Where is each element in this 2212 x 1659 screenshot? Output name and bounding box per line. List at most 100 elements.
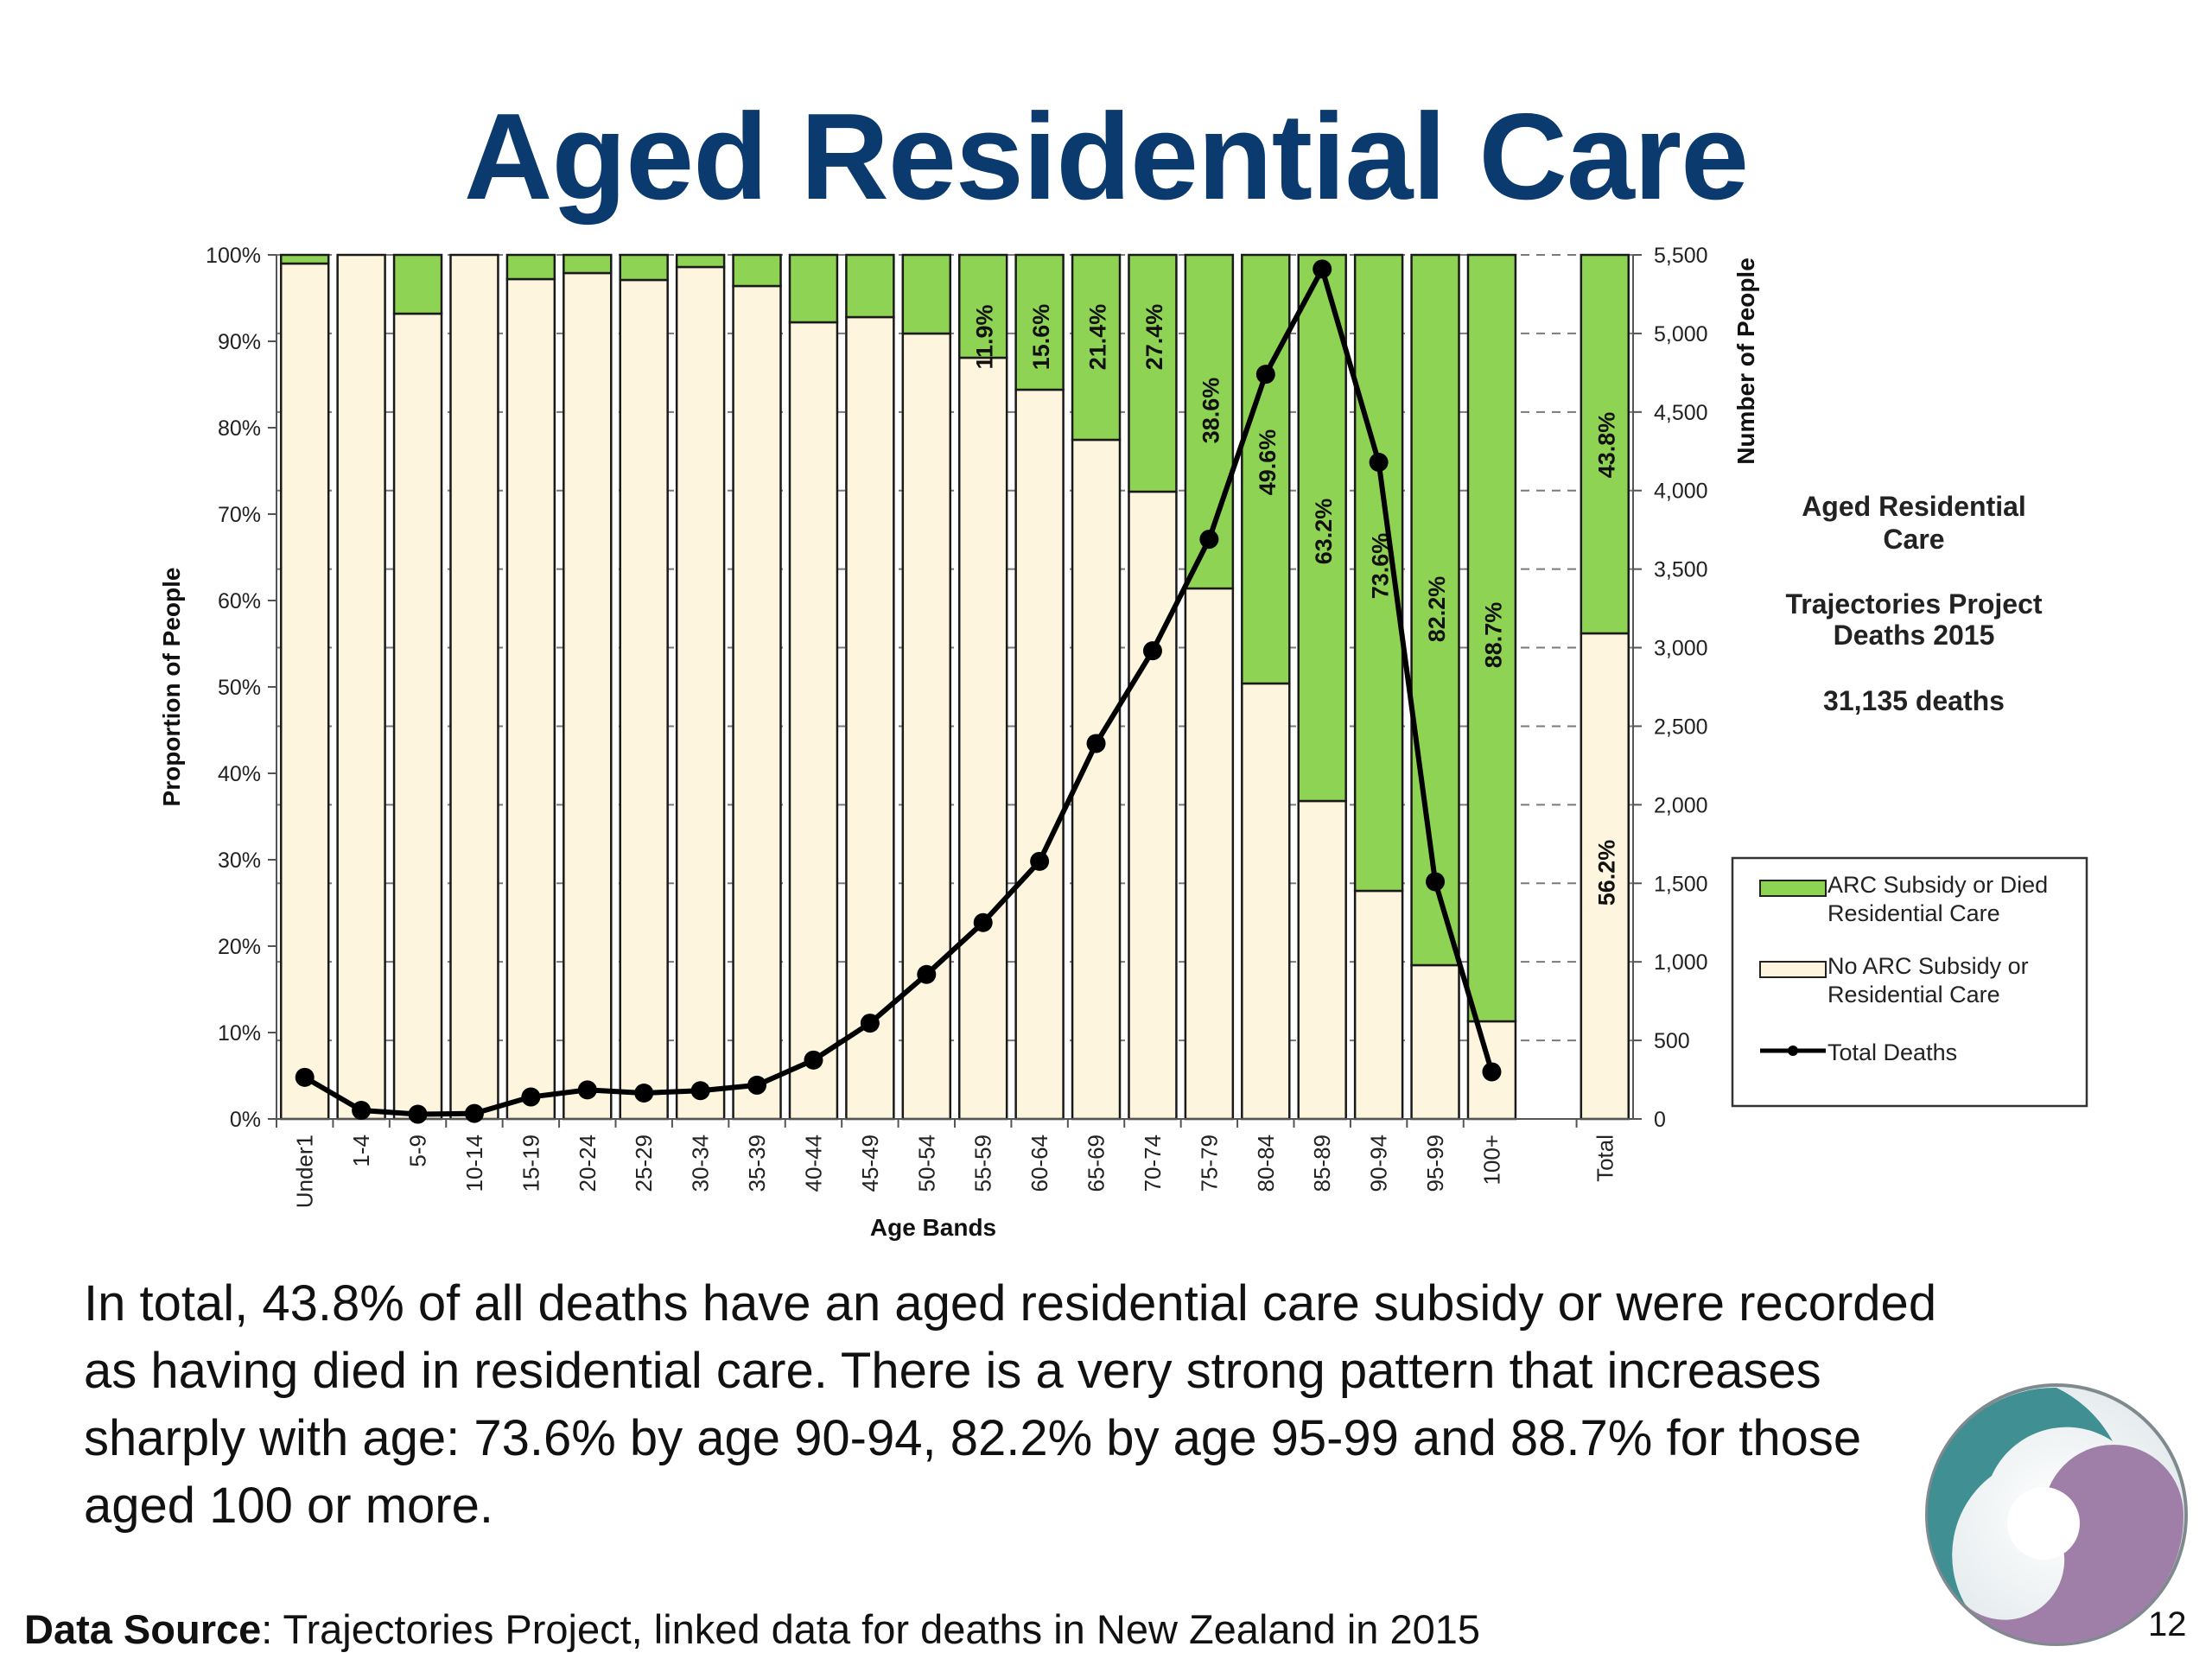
total-deaths-point: [804, 1050, 823, 1070]
y2-tick-label: 500: [1654, 1029, 1690, 1053]
bar-no-arc: [336, 253, 386, 1121]
slide-title: Aged Residential Care: [463, 88, 1749, 226]
data-source: Data Source: Trajectories Project, linke…: [24, 1605, 1480, 1653]
y-tick-label: 70%: [218, 503, 261, 527]
x-tick-label: 80-84: [1253, 1135, 1279, 1192]
bar-arc: [901, 253, 952, 335]
koru-logo-icon: [1925, 1383, 2188, 1646]
bar-no-arc: [1014, 388, 1065, 1121]
total-deaths-point: [521, 1087, 541, 1107]
x-tick-label: 45-49: [857, 1135, 883, 1192]
legend-label-no-arc: No ARC Subsidy or Residential Care: [1827, 953, 2029, 1007]
x-tick-label: 90-94: [1366, 1135, 1392, 1192]
chart-annotation-text: Trajectories Project: [1785, 588, 2042, 620]
y2-axis-title: Number of People: [1732, 257, 1759, 465]
y2-tick-label: 2,500: [1654, 715, 1708, 739]
y-tick-label: 80%: [218, 416, 261, 441]
stacked-bar-line-chart: 11.9% 15.6% 21.4% 27.4%38.6%49.6%63.2%73.6%…: [158, 244, 2088, 1241]
y2-tick-label: 1,000: [1654, 950, 1708, 975]
x-tick-label: 35-39: [744, 1135, 770, 1192]
x-axis-title: Age Bands: [870, 1214, 996, 1241]
legend-label-arc: ARC Subsidy or Died Residential Care: [1827, 872, 2048, 926]
legend-label-line: Total Deaths: [1827, 1039, 1957, 1065]
x-tick-label: 55-59: [970, 1135, 996, 1192]
x-tick-label: 5-9: [405, 1135, 431, 1167]
y2-tick-label: 3,500: [1654, 558, 1708, 582]
bar-no-arc: [563, 271, 613, 1121]
total-deaths-point: [1030, 851, 1050, 871]
bar-no-arc: [1580, 632, 1630, 1121]
x-tick-label: 25-29: [631, 1135, 657, 1192]
bar-arc: [1128, 253, 1178, 493]
y2-tick-label: 2,000: [1654, 793, 1708, 817]
y-tick-label: 30%: [218, 849, 261, 873]
bar-arc: [675, 253, 726, 269]
bar-arc: [392, 253, 443, 315]
total-deaths-point: [1426, 872, 1446, 892]
total-deaths-point: [295, 1067, 315, 1087]
bar-arc: [279, 253, 330, 265]
x-tick-label: 85-89: [1309, 1135, 1335, 1192]
bar-no-arc: [505, 277, 556, 1121]
total-deaths-point: [690, 1081, 710, 1101]
x-tick-label: 15-19: [518, 1135, 543, 1192]
data-label-no-arc: 56.2%: [1593, 840, 1619, 906]
bar-arc: [1071, 253, 1122, 442]
bar-no-arc: [1241, 682, 1291, 1121]
total-deaths-point: [464, 1103, 484, 1123]
data-source-text: : Trajectories Project, linked data for …: [261, 1606, 1481, 1652]
data-label-arc: 88.7%: [1480, 602, 1506, 669]
chart-annotation-text: Deaths 2015: [1834, 620, 1995, 651]
total-deaths-point: [1255, 365, 1275, 385]
bar-arc: [1410, 253, 1460, 967]
x-tick-label: Total: [1592, 1135, 1618, 1182]
bar-arc: [1297, 253, 1347, 803]
x-tick-label: 20-24: [575, 1135, 601, 1192]
total-deaths-point: [1369, 453, 1389, 472]
chart-annotation-text: Aged Residential: [1802, 491, 2026, 522]
data-label-arc: 21.4%: [1085, 304, 1111, 371]
legend-swatch-arc: [1759, 880, 1827, 897]
bar-arc: [957, 253, 1008, 359]
y2-tick-label: 3,000: [1654, 637, 1708, 661]
legend-swatch-no-arc: [1759, 961, 1827, 978]
bar-no-arc: [1410, 963, 1460, 1121]
total-deaths-point: [917, 964, 937, 984]
total-deaths-point: [577, 1080, 597, 1100]
total-deaths-point: [973, 912, 993, 932]
chart-annotation-text: 31,135 deaths: [1823, 685, 2005, 716]
data-label-arc: 43.8%: [1593, 412, 1619, 479]
body-text: In total, 43.8% of all deaths have an ag…: [84, 1275, 1937, 1534]
total-deaths-point: [1199, 530, 1219, 550]
x-tick-label: Under1: [292, 1135, 318, 1208]
bar-arc: [732, 253, 782, 288]
data-label-arc: 15.6%: [1028, 304, 1054, 371]
x-tick-label: 10-14: [461, 1135, 487, 1192]
y-tick-label: 50%: [218, 676, 261, 700]
total-deaths-point: [747, 1075, 767, 1095]
x-tick-label: 60-64: [1027, 1135, 1052, 1192]
y-tick-label: 100%: [206, 244, 261, 268]
bar-no-arc: [675, 265, 726, 1121]
y2-tick-label: 5,500: [1654, 244, 1708, 268]
bar-arc: [563, 253, 613, 275]
x-tick-label: 75-79: [1196, 1135, 1222, 1192]
data-label-arc: 11.9%: [972, 304, 998, 369]
y2-tick-label: 0: [1654, 1108, 1666, 1132]
y-tick-label: 20%: [218, 935, 261, 959]
data-label-arc: 27.4%: [1141, 304, 1167, 371]
legend-box: [1731, 856, 2088, 1108]
y2-tick-label: 4,500: [1654, 401, 1708, 425]
page-number: 12: [2148, 1605, 2187, 1643]
total-deaths-point: [1086, 734, 1106, 753]
y2-tick-label: 4,000: [1654, 480, 1708, 504]
x-tick-label: 95-99: [1422, 1135, 1448, 1192]
x-tick-label: 40-44: [800, 1135, 826, 1192]
y2-tick-label: 5,000: [1654, 322, 1708, 346]
bar-no-arc: [1353, 889, 1404, 1121]
y-tick-label: 90%: [218, 330, 261, 354]
bar-arc: [505, 253, 556, 281]
x-tick-label: 70-74: [1140, 1135, 1166, 1192]
bar-no-arc: [1297, 799, 1347, 1121]
x-tick-label: 65-69: [1084, 1135, 1109, 1192]
